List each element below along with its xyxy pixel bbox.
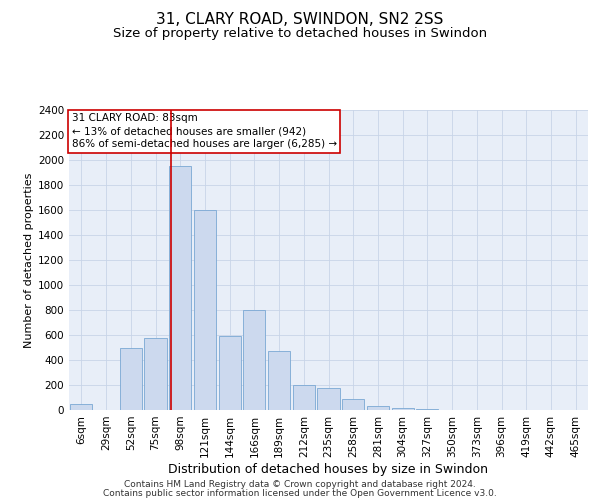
Bar — [70, 404, 92, 410]
Bar — [268, 350, 290, 410]
Text: 31 CLARY ROAD: 83sqm
← 13% of detached houses are smaller (942)
86% of semi-deta: 31 CLARY ROAD: 83sqm ← 13% of detached h… — [71, 113, 337, 150]
Bar — [342, 400, 364, 410]
Bar — [194, 210, 216, 410]
Bar — [392, 408, 414, 410]
Bar — [367, 406, 389, 410]
Bar — [218, 336, 241, 410]
Y-axis label: Number of detached properties: Number of detached properties — [24, 172, 34, 348]
Bar — [243, 310, 265, 410]
Bar — [169, 166, 191, 410]
Bar — [145, 338, 167, 410]
Text: 31, CLARY ROAD, SWINDON, SN2 2SS: 31, CLARY ROAD, SWINDON, SN2 2SS — [157, 12, 443, 28]
Bar — [293, 385, 315, 410]
X-axis label: Distribution of detached houses by size in Swindon: Distribution of detached houses by size … — [169, 462, 488, 475]
Bar — [416, 409, 439, 410]
Text: Contains public sector information licensed under the Open Government Licence v3: Contains public sector information licen… — [103, 488, 497, 498]
Bar — [317, 388, 340, 410]
Bar — [119, 348, 142, 410]
Text: Contains HM Land Registry data © Crown copyright and database right 2024.: Contains HM Land Registry data © Crown c… — [124, 480, 476, 489]
Text: Size of property relative to detached houses in Swindon: Size of property relative to detached ho… — [113, 28, 487, 40]
